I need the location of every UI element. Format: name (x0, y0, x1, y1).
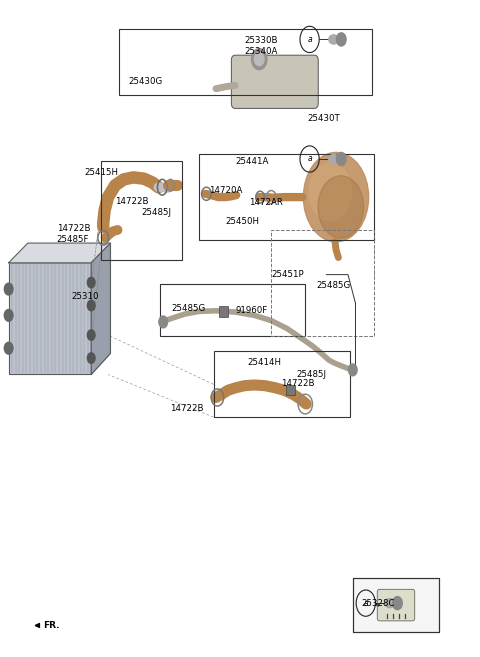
Polygon shape (9, 263, 91, 374)
Bar (160, 284, 305, 336)
Text: a: a (307, 35, 312, 44)
Text: 25485G: 25485G (317, 281, 351, 290)
Ellipse shape (329, 35, 338, 44)
Circle shape (318, 175, 364, 238)
Text: 25441A: 25441A (235, 157, 269, 166)
Bar (353, 578, 439, 632)
Circle shape (159, 316, 168, 328)
FancyBboxPatch shape (377, 589, 415, 621)
Circle shape (4, 342, 13, 354)
Bar (214, 351, 350, 417)
Bar (101, 161, 182, 260)
FancyBboxPatch shape (219, 306, 228, 317)
Text: 25451P: 25451P (271, 270, 304, 279)
Text: 25430G: 25430G (129, 77, 163, 86)
Text: 25450H: 25450H (226, 217, 260, 226)
Ellipse shape (385, 599, 395, 608)
Text: 14722B: 14722B (115, 197, 149, 206)
Text: 14722B: 14722B (57, 224, 90, 233)
Circle shape (87, 300, 95, 311)
Polygon shape (91, 243, 110, 374)
Circle shape (303, 152, 369, 242)
Text: a: a (307, 154, 312, 164)
Text: 25310: 25310 (71, 292, 98, 302)
FancyArrowPatch shape (376, 604, 379, 606)
Circle shape (87, 277, 95, 288)
Circle shape (393, 597, 402, 610)
Bar (271, 230, 374, 336)
Polygon shape (9, 243, 110, 263)
Text: 14722B: 14722B (170, 404, 204, 413)
Circle shape (252, 49, 267, 70)
Text: 25414H: 25414H (247, 358, 281, 367)
Circle shape (4, 283, 13, 295)
Text: a: a (363, 599, 368, 608)
Text: 25485G: 25485G (171, 304, 205, 313)
Text: FR.: FR. (43, 621, 60, 630)
Text: 14720A: 14720A (209, 186, 242, 195)
Circle shape (309, 163, 351, 221)
Circle shape (336, 33, 346, 46)
Text: 25430T: 25430T (307, 114, 340, 123)
Text: 25415H: 25415H (84, 168, 118, 177)
Text: 14722B: 14722B (281, 379, 315, 388)
Ellipse shape (329, 154, 338, 164)
Bar (119, 29, 372, 95)
Text: 25330B: 25330B (245, 36, 278, 45)
Text: 1472AR: 1472AR (249, 198, 283, 207)
Bar (199, 154, 374, 240)
Circle shape (348, 364, 357, 376)
Circle shape (87, 353, 95, 363)
Circle shape (336, 152, 346, 166)
FancyBboxPatch shape (231, 55, 318, 108)
Text: 25328C: 25328C (361, 599, 395, 608)
Text: 91960F: 91960F (235, 306, 267, 315)
Text: 25485F: 25485F (57, 235, 89, 244)
Circle shape (254, 53, 264, 66)
Bar (353, 578, 439, 632)
Circle shape (4, 309, 13, 321)
FancyBboxPatch shape (286, 385, 295, 395)
Text: 25485J: 25485J (296, 370, 326, 379)
Circle shape (87, 330, 95, 340)
Text: 25340A: 25340A (245, 47, 278, 56)
Text: 25485J: 25485J (142, 208, 172, 217)
